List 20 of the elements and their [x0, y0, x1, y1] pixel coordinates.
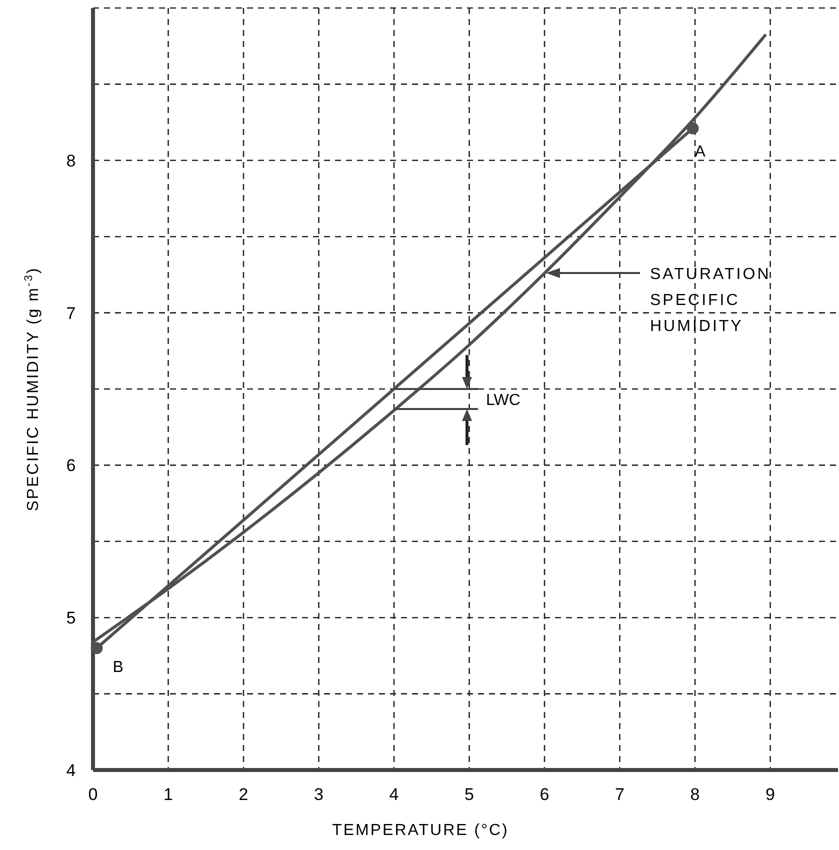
x-tick-label: 8	[690, 785, 700, 804]
x-tick-label: 2	[238, 785, 248, 804]
y-tick-label: 4	[66, 761, 76, 780]
annotation: A	[694, 143, 706, 160]
annotation: LWC	[486, 392, 520, 409]
x-tick-label: 1	[164, 785, 173, 804]
x-tick-label: 3	[314, 785, 324, 804]
x-tick-label: 6	[540, 785, 550, 804]
x-axis-title: TEMPERATURE (°C)	[332, 822, 509, 839]
x-tick-label: 9	[766, 785, 776, 804]
y-tick-label: 6	[66, 456, 76, 476]
y-tick-label: 8	[66, 151, 76, 170]
annotation: B	[112, 659, 124, 676]
x-tick-label: 4	[389, 785, 399, 804]
annotation: SATURATION SPECIFIC HUMIDITY	[650, 266, 771, 335]
x-tick-label: 7	[615, 785, 624, 804]
y-tick-label: 5	[66, 608, 76, 628]
x-tick-label: 0	[88, 785, 98, 804]
y-tick-label: 7	[66, 304, 76, 323]
x-tick-label: 5	[464, 785, 474, 804]
